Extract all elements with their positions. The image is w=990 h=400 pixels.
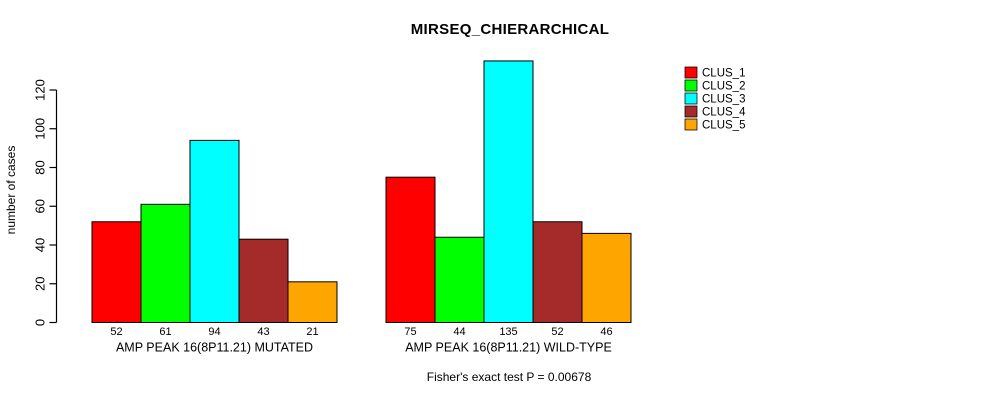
bar-value-label: 52: [551, 326, 563, 338]
category-label-wild-type: AMP PEAK 16(8P11.21) WILD-TYPE: [405, 341, 612, 355]
bar-clus_5-mutated: [287, 281, 338, 323]
bar-value-label: 43: [257, 326, 269, 338]
bar-clus_4-mutated: [238, 238, 289, 323]
bar-clus_1-mutated: [91, 221, 142, 323]
y-tick-label: 100: [32, 118, 47, 140]
fisher-test-annotation: Fisher's exact test P = 0.00678: [426, 370, 592, 384]
bar-clus_3-mutated: [189, 139, 240, 323]
y-tick-label: 0: [32, 319, 47, 326]
bar-value-label: 46: [600, 326, 612, 338]
y-tick-label: 40: [32, 238, 47, 252]
bar-clus_1-wild-type: [385, 176, 436, 323]
y-tick-label: 60: [32, 199, 47, 213]
chart-title: MIRSEQ_CHIERARCHICAL: [410, 21, 610, 38]
bar-value-label: 94: [208, 326, 220, 338]
bar-value-label: 52: [110, 326, 122, 338]
bar-value-label: 44: [453, 326, 465, 338]
legend-swatch-clus_1: [684, 66, 698, 79]
legend-swatch-clus_4: [684, 105, 698, 118]
legend-label-clus_4: CLUS_4: [702, 107, 746, 119]
bar-value-label: 21: [306, 326, 318, 338]
bar-clus_2-wild-type: [434, 236, 485, 323]
legend-swatch-clus_3: [684, 92, 698, 105]
bar-value-label: 135: [499, 326, 517, 338]
bar-clus_5-wild-type: [581, 232, 632, 323]
legend-label-clus_1: CLUS_1: [702, 68, 745, 80]
category-label-mutated: AMP PEAK 16(8P11.21) MUTATED: [116, 341, 313, 355]
bar-value-label: 61: [159, 326, 171, 338]
y-tick-label: 80: [32, 160, 47, 174]
legend-label-clus_3: CLUS_3: [702, 94, 745, 106]
bar-clus_2-mutated: [140, 203, 191, 323]
bar-value-label: 75: [404, 326, 416, 338]
y-tick-label: 20: [32, 277, 47, 291]
legend-label-clus_2: CLUS_2: [702, 81, 745, 93]
bar-clus_3-wild-type: [483, 60, 534, 323]
legend-swatch-clus_2: [684, 79, 698, 92]
legend-swatch-clus_5: [684, 118, 698, 131]
bar-clus_4-wild-type: [532, 221, 583, 323]
legend-label-clus_5: CLUS_5: [702, 120, 745, 132]
y-tick-label: 120: [32, 79, 47, 101]
